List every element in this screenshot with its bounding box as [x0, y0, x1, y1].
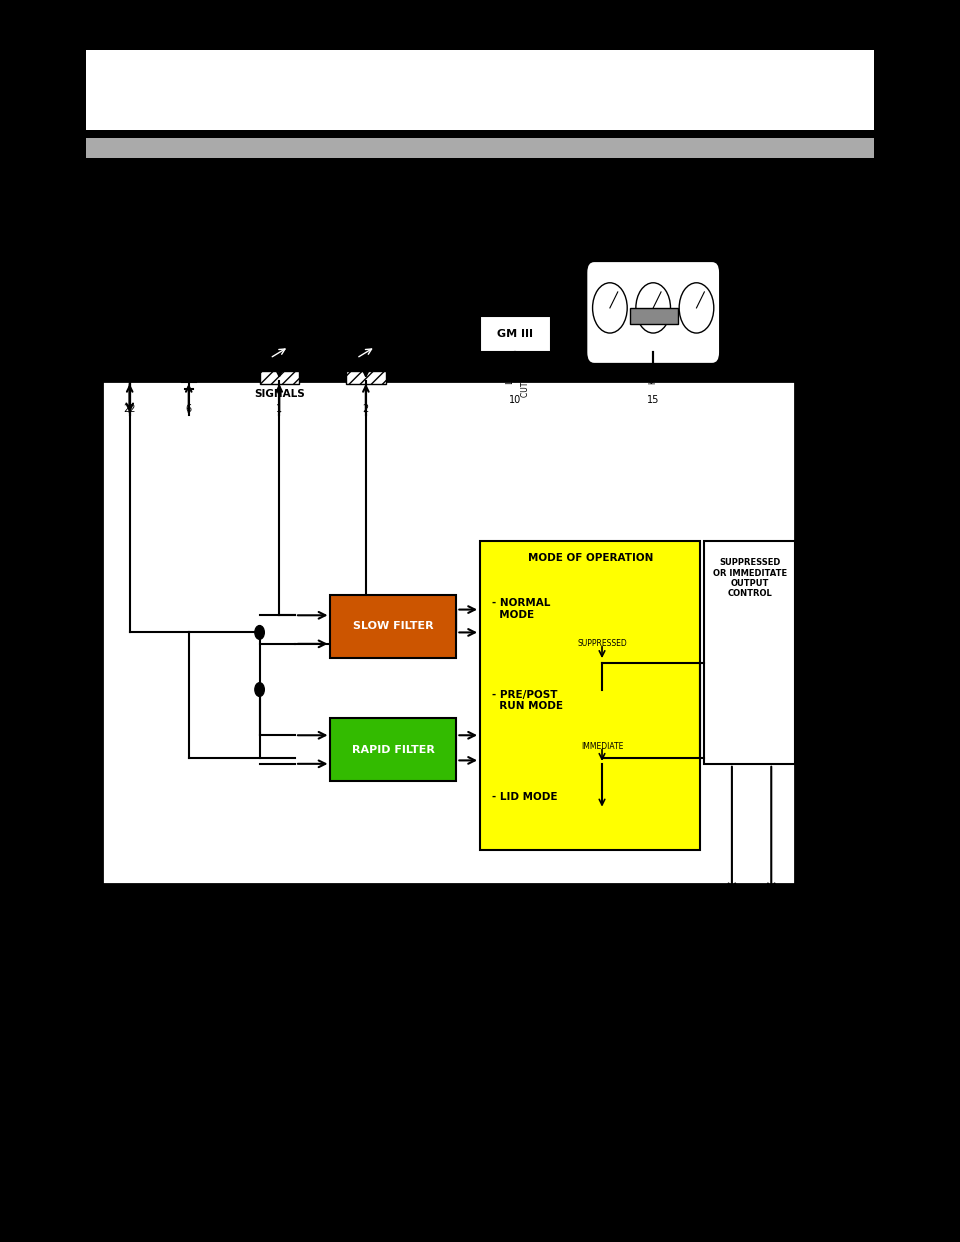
Bar: [347, 371, 386, 385]
Wedge shape: [259, 324, 279, 381]
Text: RAPID FILTER: RAPID FILTER: [352, 744, 435, 755]
Text: SLOW FILTER: SLOW FILTER: [353, 621, 434, 631]
Text: LOAD: LOAD: [505, 360, 515, 384]
Text: 2: 2: [363, 404, 369, 414]
Text: 6: 6: [185, 404, 192, 414]
Circle shape: [254, 683, 264, 697]
Text: - LID MODE: - LID MODE: [492, 792, 558, 802]
Text: The control module incorporates two filters (slow/rapid) for processing the inpu: The control module incorporates two filt…: [102, 181, 757, 224]
Text: SIGNALS: SIGNALS: [253, 389, 304, 399]
Circle shape: [254, 626, 264, 640]
Text: carmanualsonline.info: carmanualsonline.info: [720, 1174, 858, 1186]
Bar: [102, 381, 795, 884]
Text: MODE OF OPERATION: MODE OF OPERATION: [528, 553, 653, 563]
FancyBboxPatch shape: [86, 138, 874, 158]
Text: SUPPRESSED: SUPPRESSED: [577, 640, 627, 648]
Bar: [330, 595, 456, 657]
Wedge shape: [347, 324, 366, 381]
Text: 15: 15: [647, 395, 660, 405]
Bar: [259, 371, 299, 385]
Text: The slow filter is used during the normal operation mode to prevent normal suspe: The slow filter is used during the norma…: [102, 261, 751, 289]
Bar: [330, 718, 456, 781]
Text: KL 30: KL 30: [116, 354, 143, 364]
FancyBboxPatch shape: [587, 261, 720, 364]
Bar: [630, 308, 679, 324]
Text: R LEVEL
SENSOR: R LEVEL SENSOR: [344, 308, 388, 329]
Text: - NORMAL
  MODE: - NORMAL MODE: [492, 599, 550, 620]
Text: 10: 10: [510, 395, 521, 405]
FancyBboxPatch shape: [86, 50, 874, 129]
Text: L LEVEL
SENSOR: L LEVEL SENSOR: [257, 308, 301, 329]
Text: GM III: GM III: [497, 329, 534, 339]
Text: CUT OUT: CUT OUT: [521, 363, 530, 396]
Bar: [480, 315, 551, 353]
Text: Level Control Systems: Level Control Systems: [102, 1153, 211, 1163]
Text: 22: 22: [124, 404, 136, 414]
Text: IMMEDIATE: IMMEDIATE: [581, 743, 623, 751]
Text: - PRE/POST
  RUN MODE: - PRE/POST RUN MODE: [492, 689, 563, 712]
Text: 1: 1: [276, 404, 282, 414]
Text: KL31: KL31: [177, 354, 201, 364]
Text: 16: 16: [102, 1138, 124, 1153]
Text: EHC CM: EHC CM: [809, 594, 828, 672]
Bar: [705, 542, 795, 764]
Text: The rapid filter is used during the pre-run and tailgate (LID) modes to ensure t: The rapid filter is used during the pre-…: [102, 318, 757, 347]
Bar: [480, 542, 701, 850]
Text: K BUS: K BUS: [649, 361, 658, 384]
Text: SUPPRESSED
OR IMMEDITATE
OUTPUT
CONTROL: SUPPRESSED OR IMMEDITATE OUTPUT CONTROL: [712, 558, 786, 599]
